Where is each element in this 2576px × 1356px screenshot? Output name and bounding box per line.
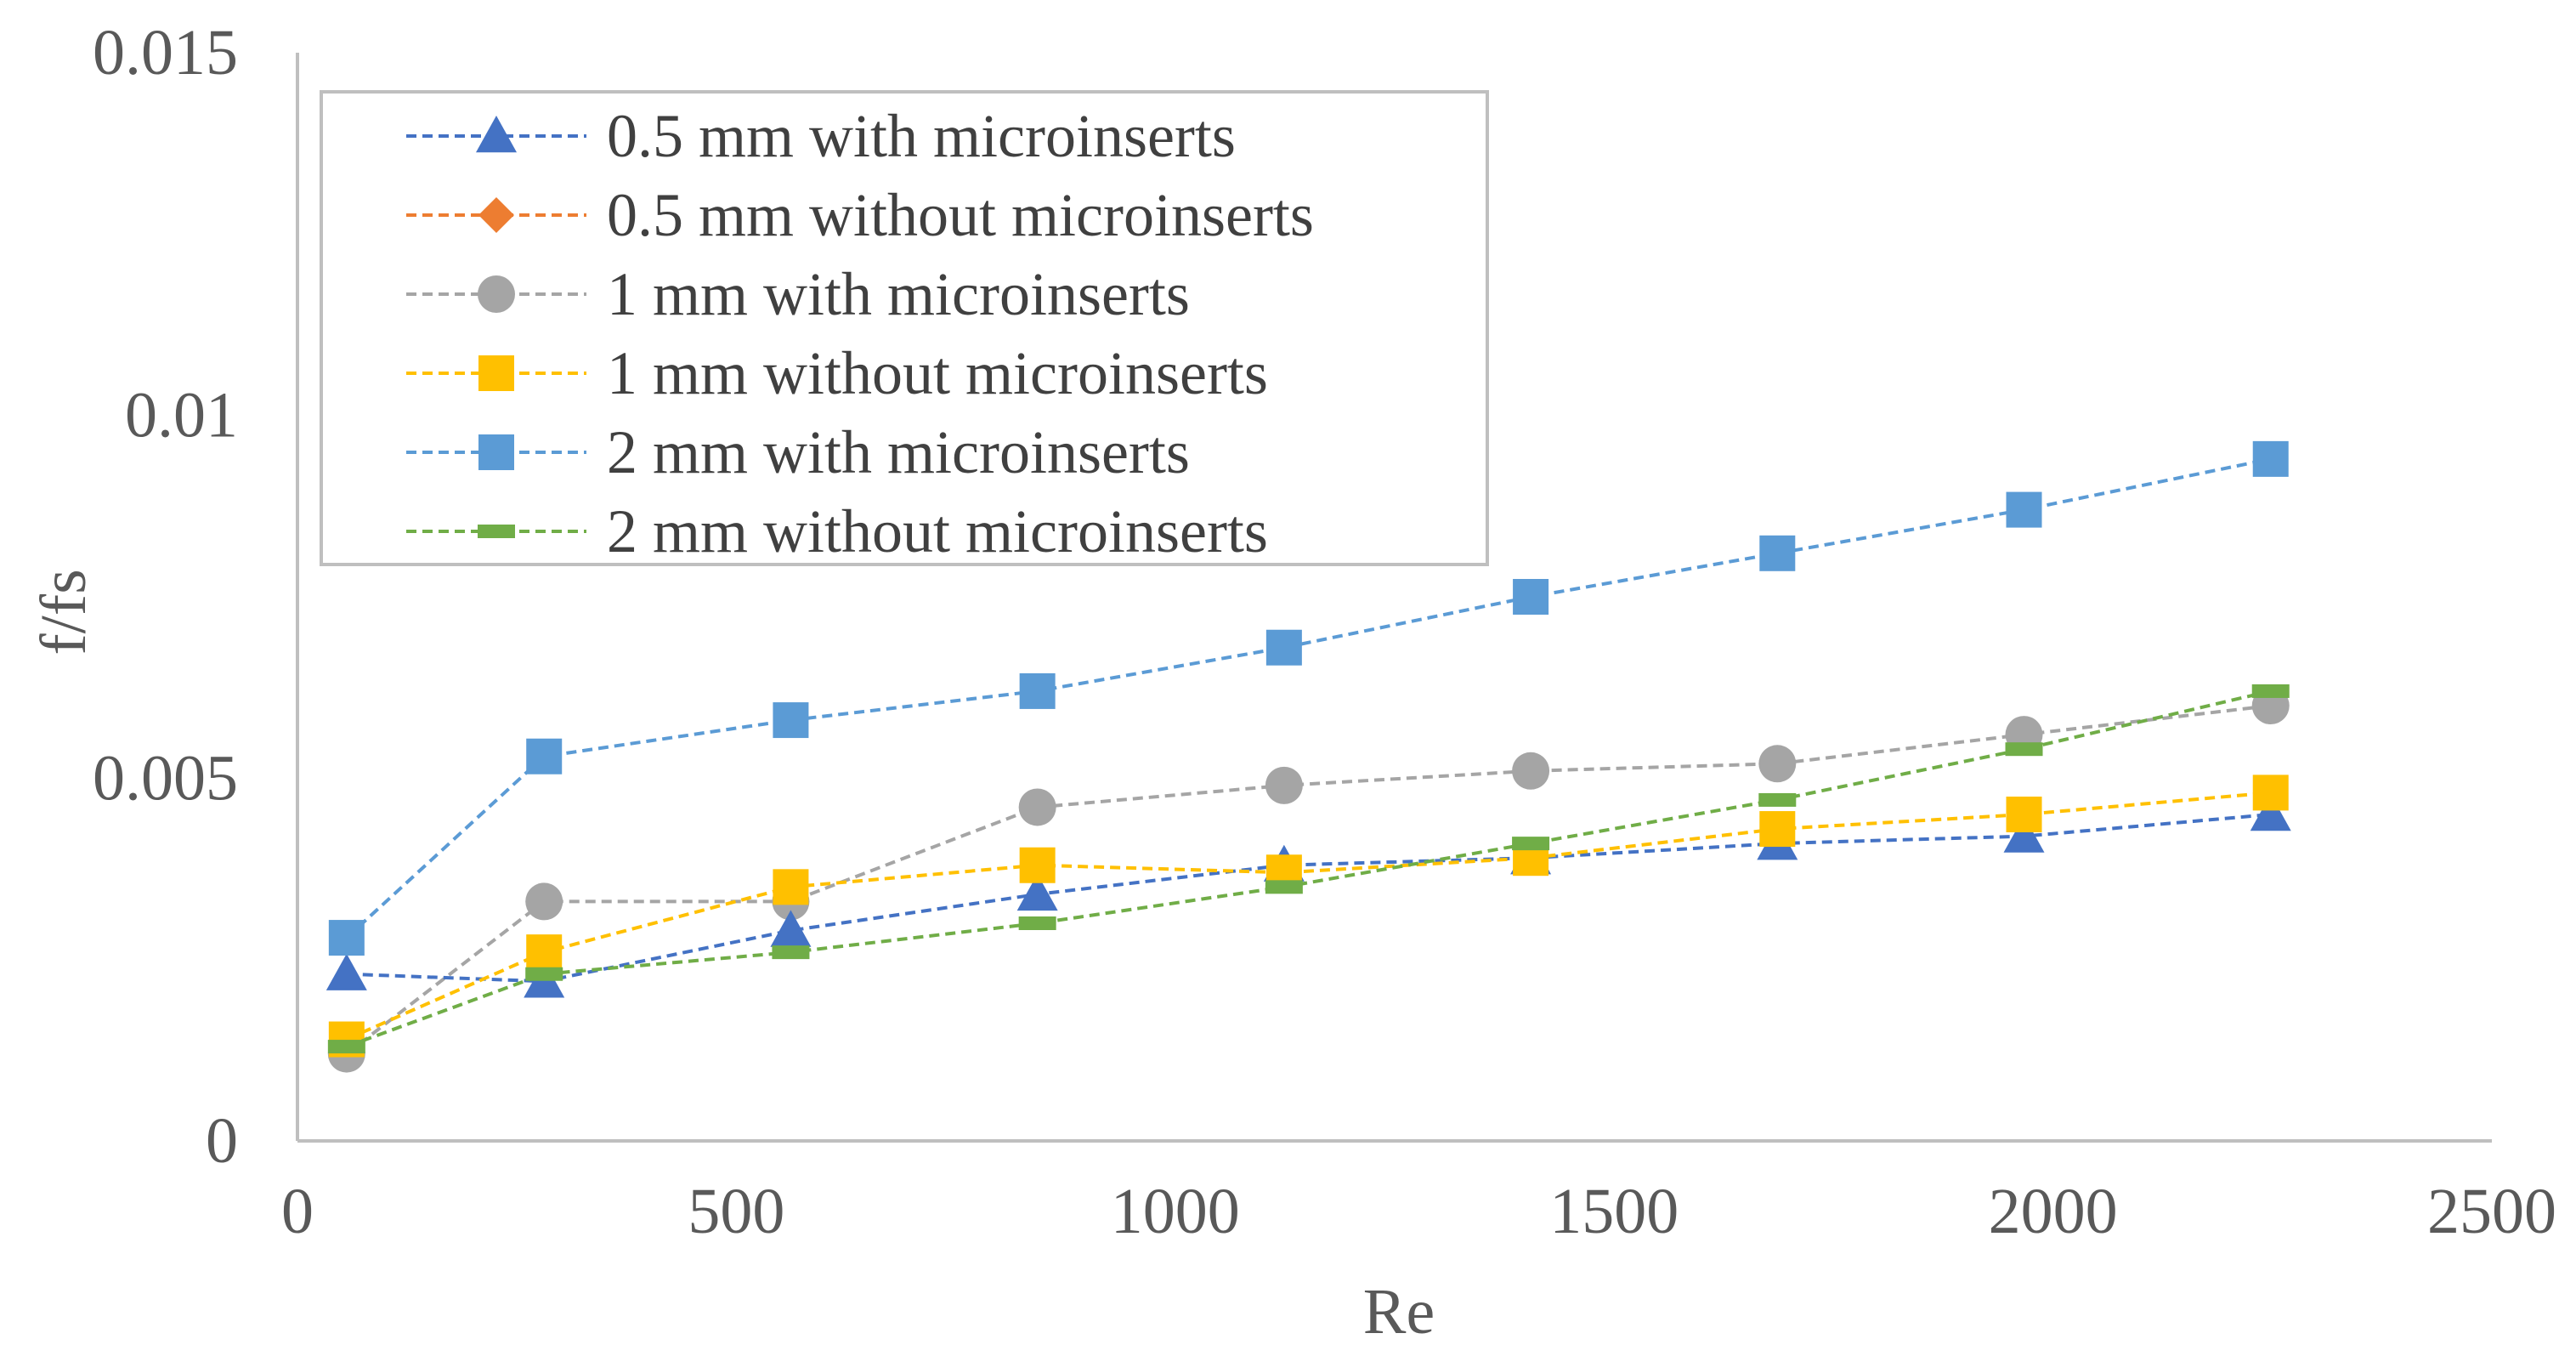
series-4 (328, 440, 2289, 956)
data-point (525, 882, 563, 921)
data-point (2006, 491, 2042, 528)
legend-marker (478, 197, 514, 233)
data-point (1759, 811, 1796, 848)
legend-label: 0.5 mm with microinserts (607, 102, 1236, 170)
legend-label: 1 mm without microinserts (607, 339, 1268, 407)
legend-item: 2 mm with microinserts (406, 418, 1190, 486)
data-point (1512, 752, 1550, 790)
legend-label: 1 mm with microinserts (607, 260, 1190, 328)
y-axis-title: f/fs (28, 569, 99, 655)
data-point (1019, 847, 1056, 883)
series-5 (327, 684, 2290, 1054)
legend-item: 2 mm without microinserts (406, 497, 1268, 565)
data-point (1265, 629, 1302, 666)
data-point (1018, 788, 1056, 826)
data-point (2005, 742, 2043, 757)
data-point (773, 869, 809, 905)
data-point (1513, 579, 1549, 615)
x-tick-label: 1000 (1111, 1176, 1240, 1247)
data-point (1758, 745, 1797, 783)
series-line (345, 791, 2271, 1041)
data-point (526, 738, 563, 774)
series-0 (326, 794, 2291, 998)
data-point (1019, 672, 1056, 709)
x-tick-label: 2500 (2427, 1176, 2556, 1247)
legend-marker (478, 434, 514, 470)
data-point (1512, 837, 1550, 851)
data-point (2251, 684, 2290, 698)
legend-label: 0.5 mm without microinserts (607, 181, 1314, 249)
data-point (2003, 815, 2045, 853)
legend-label: 2 mm without microinserts (607, 497, 1268, 565)
data-point (1759, 535, 1796, 571)
legend-label: 2 mm with microinserts (607, 418, 1190, 486)
data-point (525, 967, 563, 981)
data-point (326, 953, 367, 990)
data-point (2252, 774, 2289, 811)
legend-marker (478, 275, 515, 313)
data-point (770, 910, 812, 947)
legend-marker (476, 116, 517, 153)
series-layer (326, 440, 2291, 1073)
data-point (1265, 766, 1303, 804)
x-tick-label: 500 (688, 1176, 784, 1247)
data-point (1265, 880, 1303, 894)
data-point (1016, 873, 1058, 911)
legend-marker (478, 525, 515, 538)
data-point (1758, 792, 1797, 807)
legend-box (320, 90, 1489, 566)
y-tick-label: 0.005 (93, 742, 238, 814)
data-point (2252, 440, 2289, 477)
y-tick-label: 0 (206, 1105, 238, 1177)
data-point (2006, 797, 2042, 832)
data-point (2250, 794, 2291, 831)
legend-item: 0.5 mm with microinserts (406, 102, 1236, 170)
legend-item: 1 mm without microinserts (406, 339, 1268, 407)
data-point (526, 934, 563, 971)
legend: 0.5 mm with microinserts 0.5 mm without m… (320, 90, 1489, 566)
series-3 (328, 774, 2289, 1058)
x-tick-label: 2000 (1989, 1176, 2118, 1247)
legend-item: 1 mm with microinserts (406, 260, 1190, 328)
data-point (773, 702, 809, 739)
y-tick-label: 0.01 (125, 380, 238, 451)
series-line (345, 457, 2272, 939)
data-point (328, 920, 365, 956)
data-point (327, 1040, 365, 1054)
axes: 0 500 1000 1500 2000 2500 0 0.005 0.01 0.015 (93, 17, 2556, 1247)
legend-marker (478, 355, 514, 391)
y-tick-label: 0.015 (93, 17, 238, 88)
data-point (772, 945, 810, 960)
x-tick-label: 1500 (1549, 1176, 1679, 1247)
series-line (346, 813, 2271, 984)
x-tick-label: 0 (281, 1176, 314, 1247)
legend-item: 0.5 mm without microinserts (406, 181, 1314, 249)
data-point (1018, 916, 1056, 930)
x-axis-title: Re (1363, 1276, 1435, 1347)
